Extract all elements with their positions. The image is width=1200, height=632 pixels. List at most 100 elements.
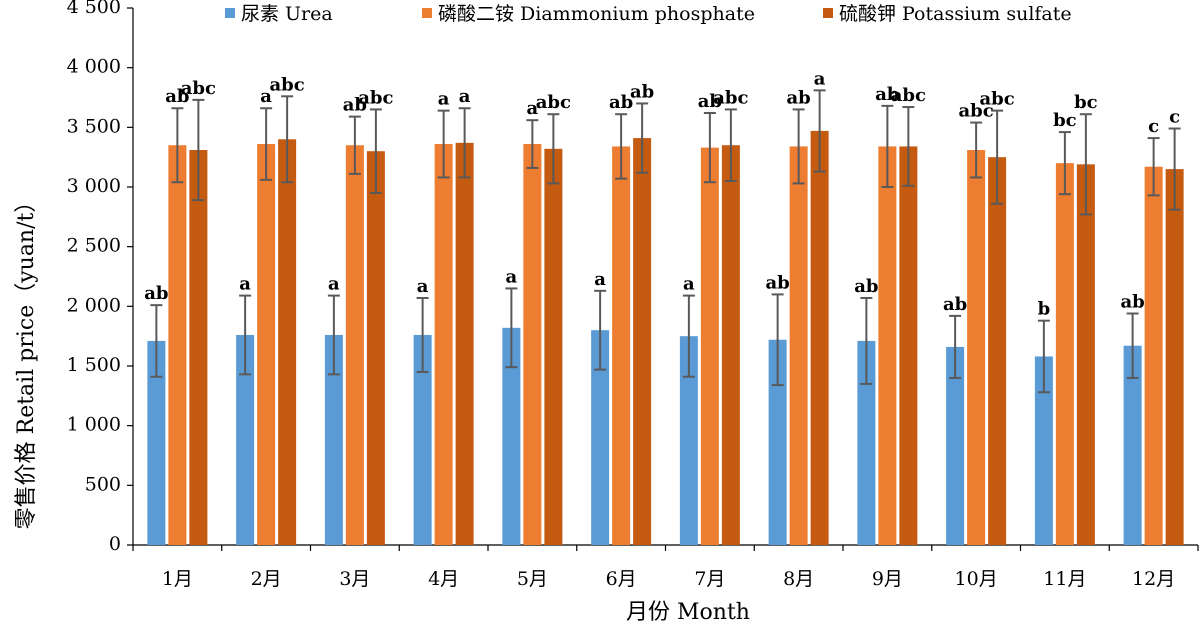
significance-label: ab	[787, 87, 811, 108]
x-tick-label: 10月	[955, 568, 998, 590]
significance-label: abc	[713, 87, 748, 108]
bar	[721, 145, 740, 545]
bar	[946, 346, 965, 545]
significance-label: ab	[609, 92, 633, 113]
significance-label: ab	[144, 283, 168, 304]
legend-swatch	[823, 8, 833, 18]
bar	[189, 150, 208, 546]
significance-label: ab	[875, 84, 899, 105]
bar	[523, 144, 542, 546]
bar	[236, 334, 255, 545]
y-tick-label: 3 000	[67, 175, 121, 197]
x-tick-label: 12月	[1132, 568, 1175, 590]
bar	[455, 142, 474, 545]
bar	[899, 146, 918, 545]
significance-label: ab	[698, 91, 722, 112]
significance-label: a	[417, 276, 429, 297]
bar	[502, 327, 521, 545]
x-tick-label: 3月	[339, 568, 370, 590]
significance-label: a	[527, 98, 539, 119]
significance-label: ab	[854, 276, 878, 297]
bar	[168, 145, 187, 545]
bar	[967, 150, 986, 546]
bar	[789, 146, 808, 545]
significance-label: abc	[536, 92, 571, 113]
significance-label: a	[506, 266, 518, 287]
significance-label: c	[1148, 116, 1159, 137]
y-tick-label: 500	[85, 473, 121, 495]
bar	[345, 145, 364, 545]
bar	[612, 146, 631, 545]
axes: 0 500 1 000 1 500 2 000 2 500 3 000 3 500 4 000 4…	[67, 0, 1199, 590]
bar	[1144, 166, 1163, 546]
y-tick-label: 2 500	[67, 235, 121, 257]
significance-label: bc	[1053, 110, 1077, 131]
significance-label: ab	[630, 81, 654, 102]
x-tick-label: 6月	[606, 568, 637, 590]
y-tick-label: 2 000	[67, 294, 121, 316]
significance-label: abc	[270, 74, 305, 95]
bars	[147, 130, 1184, 546]
significance-label: a	[260, 86, 272, 107]
x-tick-label: 1月	[162, 568, 193, 590]
bar	[988, 157, 1007, 545]
y-tick-label: 1 500	[67, 354, 121, 376]
significance-label: ab	[943, 294, 967, 315]
legend-label: 尿素 Urea	[241, 3, 333, 25]
bar	[1076, 164, 1095, 545]
x-tick-label: 11月	[1043, 568, 1086, 590]
significance-label: ab	[766, 272, 790, 293]
x-tick-label: 4月	[428, 568, 459, 590]
bar	[1123, 345, 1142, 545]
bar	[257, 144, 276, 546]
bar	[633, 138, 652, 545]
legend-label: 硫酸钾 Potassium sulfate	[839, 3, 1072, 25]
bar	[278, 139, 297, 545]
bar	[366, 151, 385, 545]
legend-swatch	[422, 8, 432, 18]
x-tick-label: 2月	[251, 568, 282, 590]
bar	[1034, 356, 1053, 545]
legend-label: 磷酸二铵 Diammonium phosphate	[438, 3, 755, 25]
legend: 尿素 Urea 磷酸二铵 Diammonium phosphate 硫酸钾 Pota…	[225, 3, 1072, 25]
bar	[147, 340, 166, 545]
y-tick-label: 1 000	[67, 414, 121, 436]
bar	[857, 340, 876, 545]
bar	[700, 147, 719, 545]
bar	[324, 334, 343, 545]
significance-label: c	[1169, 107, 1180, 128]
x-tick-label: 8月	[783, 568, 814, 590]
significance-label: ab	[1121, 291, 1145, 312]
bar	[1165, 169, 1184, 545]
significance-label: a	[328, 274, 340, 295]
bar	[434, 144, 453, 546]
significance-label: ab	[343, 95, 367, 116]
significance-label: abc	[891, 85, 926, 106]
significance-label: abc	[959, 101, 994, 122]
bar	[768, 339, 787, 545]
bar	[1055, 163, 1074, 545]
significance-label: a	[814, 68, 826, 89]
x-tick-label: 7月	[694, 568, 725, 590]
significance-label: a	[459, 86, 471, 107]
y-tick-label: 4 000	[67, 56, 121, 78]
significance-label: abc	[181, 78, 216, 99]
y-tick-label: 4 500	[67, 0, 121, 18]
bar	[679, 336, 698, 545]
x-tick-label: 5月	[517, 568, 548, 590]
y-tick-label: 0	[109, 533, 121, 555]
error-bars	[150, 89, 1181, 394]
significance-label: abc	[358, 87, 393, 108]
bar	[878, 146, 897, 545]
x-axis-title: 月份 Month	[626, 600, 750, 625]
bar	[544, 148, 563, 545]
significance-label: a	[594, 269, 606, 290]
significance-label: abc	[980, 89, 1015, 110]
y-axis-title: 零售价格 Retail price（yuan/t）	[14, 191, 39, 530]
legend-swatch	[225, 8, 235, 18]
significance-label: a	[239, 274, 251, 295]
significance-label: bc	[1074, 92, 1098, 113]
bar	[413, 334, 432, 545]
